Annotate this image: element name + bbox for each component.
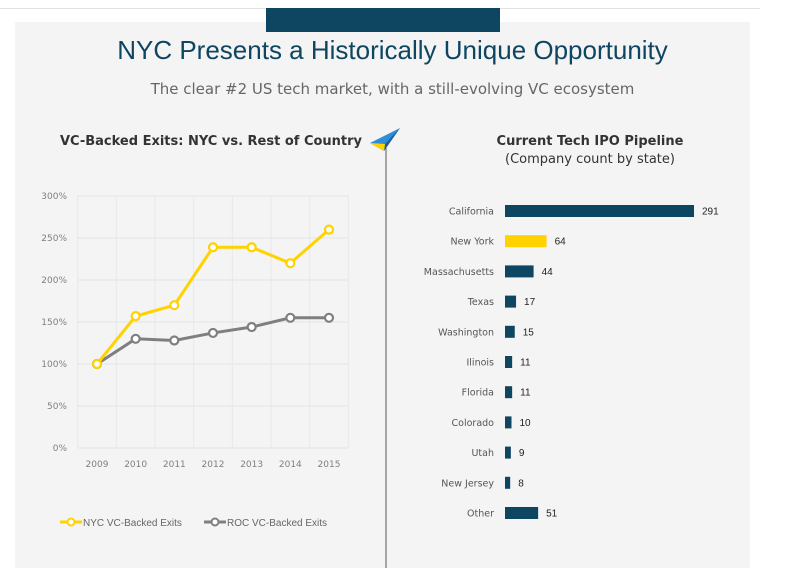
data-point	[130, 311, 141, 322]
y-tick-label: 50%	[47, 402, 67, 412]
bar	[505, 476, 511, 489]
paper-plane-icon	[370, 128, 400, 151]
x-tick-label: 2011	[163, 460, 186, 470]
bar	[505, 325, 515, 338]
bar-category-label: California	[449, 207, 494, 218]
bar-category-label: Ilinois	[466, 358, 494, 369]
legend-label: ROC VC-Backed Exits	[227, 518, 327, 529]
bar-chart: California 291 New York 64 Massachusetts 44 Te…	[424, 205, 719, 520]
bar	[505, 386, 513, 399]
y-tick-label: 300%	[41, 192, 67, 202]
bar-value-label: 44	[542, 267, 554, 278]
data-point	[91, 358, 103, 370]
bar-value-label: 15	[523, 327, 535, 338]
bar	[505, 356, 513, 368]
y-tick-label: 200%	[41, 276, 67, 286]
bar-value-label: 64	[555, 237, 567, 248]
bar-category-label: Utah	[471, 448, 494, 459]
data-point	[246, 321, 257, 333]
x-tick-label: 2009	[86, 460, 109, 470]
bar-category-label: New Jersey	[441, 478, 494, 489]
data-point	[323, 312, 335, 323]
page-subtitle: The clear #2 US tech market, with a stil…	[150, 80, 635, 98]
x-tick-label: 2015	[318, 460, 341, 470]
bar-category-label: Colorado	[452, 418, 495, 429]
legend-swatch-marker	[210, 517, 220, 527]
bar-value-label: 11	[520, 388, 531, 399]
bar	[505, 235, 547, 248]
data-point	[169, 335, 180, 346]
x-tick-label: 2013	[240, 460, 263, 470]
data-point	[323, 224, 335, 235]
y-tick-label: 150%	[41, 318, 67, 328]
x-tick-label: 2014	[279, 460, 302, 470]
bar-value-label: 291	[702, 207, 719, 218]
bar	[505, 507, 539, 519]
data-point	[130, 333, 141, 344]
data-point	[207, 327, 219, 339]
bar-category-label: Other	[467, 509, 494, 520]
bar-category-label: Texas	[467, 297, 494, 308]
bar	[505, 295, 517, 308]
content-panel	[15, 22, 750, 568]
bar	[505, 205, 694, 217]
bar-category-label: Washington	[438, 327, 494, 338]
x-tick-label: 2012	[202, 460, 225, 470]
bar-value-label: 8	[518, 478, 524, 489]
line-chart: 0% 50% 100% 150% 200% 250% 300% 2009 2010 2011 201…	[41, 192, 349, 529]
x-tick-label: 2010	[124, 460, 147, 470]
header-accent-bar	[266, 8, 500, 32]
bar-category-label: Massachusetts	[424, 267, 494, 278]
bar-category-label: New York	[450, 237, 494, 248]
bar	[505, 446, 511, 459]
bar	[505, 416, 512, 429]
line-chart-title: VC-Backed Exits: NYC vs. Rest of Country	[59, 134, 363, 149]
data-point	[246, 242, 257, 253]
data-point	[207, 242, 219, 253]
bar-value-label: 17	[524, 297, 536, 308]
bar-category-label: Florida	[462, 388, 494, 399]
y-tick-label: 0%	[53, 444, 68, 454]
data-point	[285, 258, 296, 269]
bar-value-label: 9	[519, 448, 525, 459]
data-point	[169, 300, 180, 311]
section-divider	[385, 148, 387, 568]
bar	[505, 265, 534, 278]
bar-chart-subtitle: (Company count by state)	[505, 152, 675, 167]
legend-label: NYC VC-Backed Exits	[83, 518, 182, 529]
data-point	[285, 312, 296, 323]
page-title: NYC Presents a Historically Unique Oppor…	[117, 35, 668, 65]
bar-chart-title: Current Tech IPO Pipeline	[496, 134, 684, 149]
y-tick-label: 100%	[41, 360, 67, 370]
bar-value-label: 10	[519, 418, 531, 429]
bar-value-label: 51	[546, 509, 558, 520]
bar-value-label: 11	[520, 358, 531, 369]
y-tick-label: 250%	[41, 234, 67, 244]
legend-swatch-marker	[66, 517, 76, 527]
